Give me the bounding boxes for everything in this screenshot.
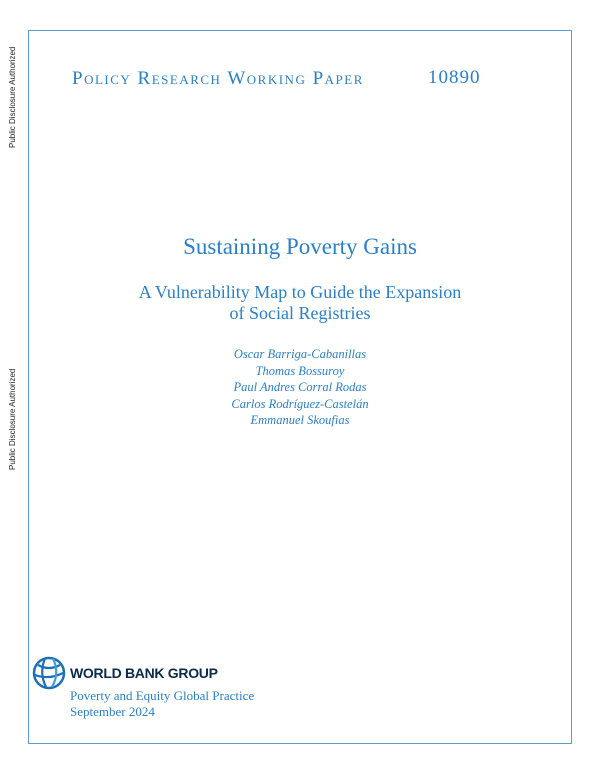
author: Thomas Bossuroy [255, 363, 345, 378]
world-bank-logo: WORLD BANK GROUP [32, 656, 218, 690]
paper-title: Sustaining Poverty Gains [183, 234, 417, 259]
paper-subtitle: A Vulnerability Map to Guide the Expansi… [0, 282, 600, 324]
subtitle-line: A Vulnerability Map to Guide the Expansi… [138, 282, 462, 302]
author-list: Oscar Barriga-Cabanillas Thomas Bossuroy… [0, 346, 600, 429]
paper-number: 10890 [428, 67, 481, 88]
practice-name: Poverty and Equity Global Practice [70, 688, 255, 703]
series-title: Policy Research Working Paper [72, 68, 364, 89]
author: Oscar Barriga-Cabanillas [233, 347, 367, 361]
publication-date: September 2024 [70, 704, 155, 719]
logo-text: WORLD BANK GROUP [70, 665, 218, 681]
disclosure-note: Public Disclosure Authorized [8, 46, 17, 148]
cover-frame [28, 30, 572, 744]
subtitle-line: of Social Registries [229, 303, 371, 323]
globe-icon [32, 656, 66, 690]
author: Emmanuel Skoufias [250, 413, 350, 427]
author: Carlos Rodríguez-Castelán [231, 396, 369, 411]
author: Paul Andres Corral Rodas [233, 380, 367, 394]
